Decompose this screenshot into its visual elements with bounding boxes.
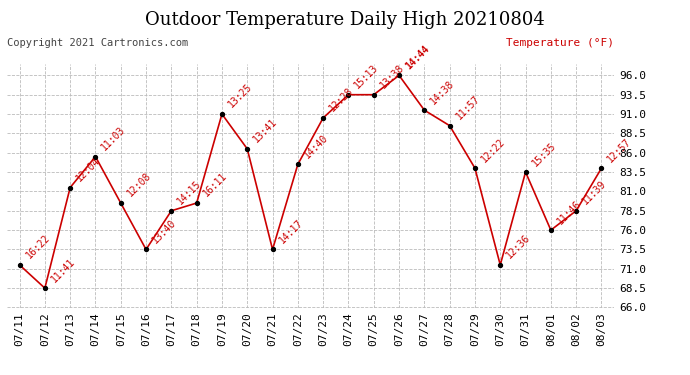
Text: 14:15: 14:15 [175,179,204,207]
Point [65,184,76,190]
Point [191,200,202,206]
Text: 12:57: 12:57 [606,136,633,164]
Text: 13:41: 13:41 [251,117,279,145]
Text: Temperature (°F): Temperature (°F) [506,38,614,48]
Point [596,165,607,171]
Text: 13:40: 13:40 [150,217,178,245]
Text: 15:13: 15:13 [353,63,380,90]
Text: 11:46: 11:46 [555,198,583,226]
Point [495,262,506,268]
Point [444,123,455,129]
Text: 14:38: 14:38 [428,78,456,106]
Text: 12:28: 12:28 [327,86,355,114]
Point [141,246,152,252]
Point [545,227,556,233]
Text: 13:38: 13:38 [378,63,406,90]
Text: 12:04: 12:04 [75,156,102,183]
Point [419,107,430,113]
Point [520,169,531,175]
Point [317,115,328,121]
Point [267,246,278,252]
Point [571,208,582,214]
Text: 16:11: 16:11 [201,171,228,199]
Text: Outdoor Temperature Daily High 20210804: Outdoor Temperature Daily High 20210804 [145,11,545,29]
Text: 14:44: 14:44 [403,44,431,71]
Text: 11:57: 11:57 [454,94,482,122]
Text: 11:39: 11:39 [580,179,608,207]
Point [241,146,253,152]
Point [90,154,101,160]
Text: 14:40: 14:40 [302,132,330,160]
Text: 12:08: 12:08 [125,171,152,199]
Point [115,200,126,206]
Text: 16:22: 16:22 [23,233,52,261]
Text: 15:35: 15:35 [530,140,558,168]
Point [368,92,380,98]
Text: 13:25: 13:25 [226,82,254,110]
Text: 11:03: 11:03 [99,124,128,153]
Point [39,285,50,291]
Point [469,165,480,171]
Point [293,161,304,167]
Point [217,111,228,117]
Point [393,72,404,78]
Point [14,262,25,268]
Point [166,208,177,214]
Text: 12:22: 12:22 [479,136,507,164]
Point [343,92,354,98]
Text: 11:41: 11:41 [49,256,77,284]
Text: Copyright 2021 Cartronics.com: Copyright 2021 Cartronics.com [7,38,188,48]
Text: 14:17: 14:17 [277,217,304,245]
Text: 12:36: 12:36 [504,233,532,261]
